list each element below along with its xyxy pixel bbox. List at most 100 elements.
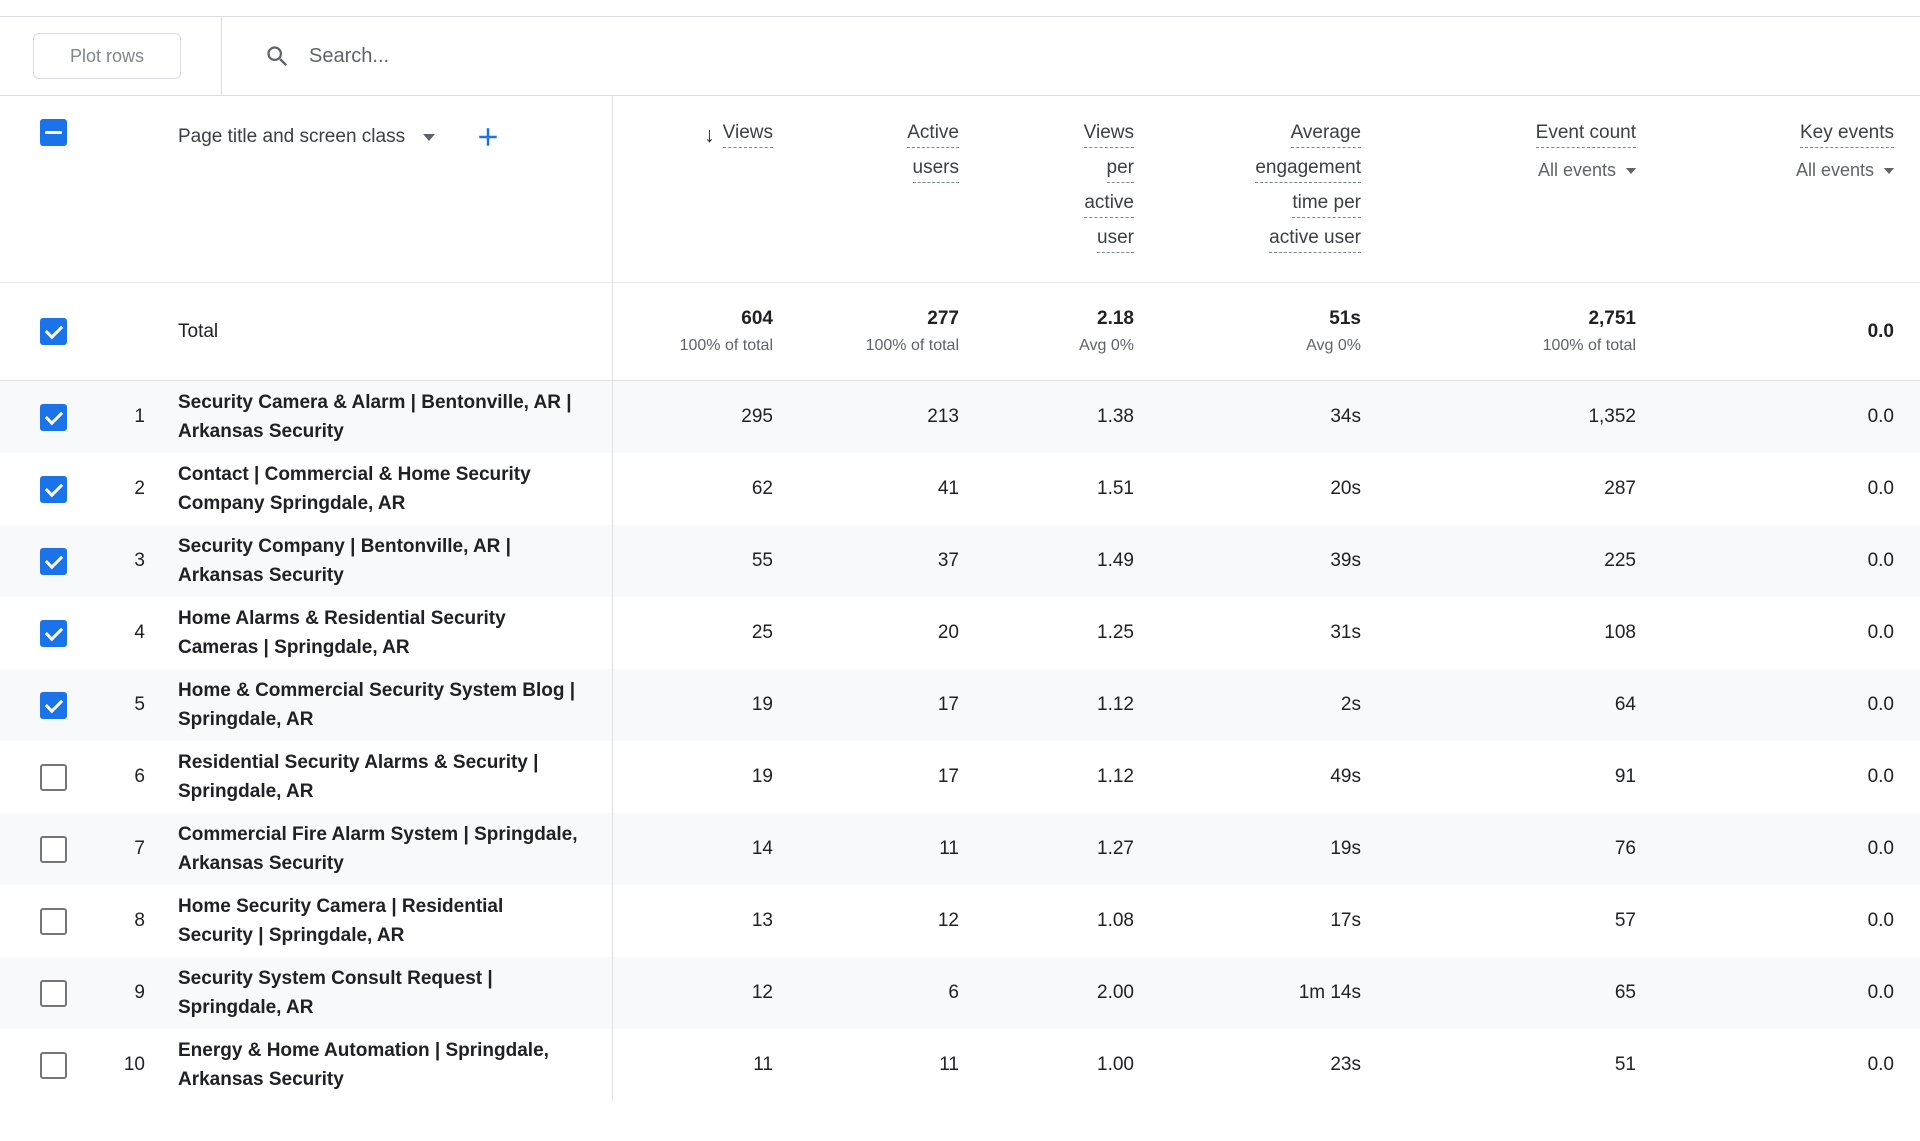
page-title[interactable]: Security Camera & Alarm | Bentonville, A… [178, 392, 572, 442]
metric-value: 1.08 [1097, 910, 1134, 931]
total-value: 51s [1329, 308, 1361, 329]
total-row-checkbox[interactable] [40, 318, 67, 345]
metric-value: 0.0 [1867, 982, 1894, 1003]
page-title[interactable]: Home & Commercial Security System Blog |… [178, 680, 576, 730]
column-header-event-count[interactable]: Event count All events [1361, 96, 1636, 282]
total-metric-cell: 277 100% of total [773, 283, 959, 380]
row-checkbox-cell [0, 669, 70, 741]
row-checkbox[interactable] [40, 763, 67, 791]
filter-label: All events [1795, 160, 1874, 180]
metric-value: 11 [939, 838, 959, 859]
metric-value: 225 [1604, 550, 1636, 571]
plot-rows-button[interactable]: Plot rows [33, 33, 182, 79]
row-checkbox[interactable] [40, 907, 67, 935]
column-header-active-users[interactable]: Active users [773, 96, 959, 282]
metric-value: 23s [1330, 1054, 1361, 1075]
metric-value: 213 [927, 406, 959, 427]
metric-value: 0.0 [1867, 766, 1894, 787]
row-title-cell: Contact | Commercial & Home Security Com… [145, 453, 613, 525]
column-header-views[interactable]: ↓ Views [613, 96, 773, 282]
column-header-label: Key events [1800, 122, 1894, 148]
table-body: 1 Security Camera & Alarm | Bentonville, … [0, 381, 1920, 1101]
row-title-cell: Energy & Home Automation | Springdale, A… [145, 1029, 613, 1101]
row-title-cell: Security Camera & Alarm | Bentonville, A… [145, 381, 613, 453]
page-title[interactable]: Residential Security Alarms & Security |… [178, 752, 539, 802]
metric-value: 14 [751, 838, 773, 859]
column-header-label: time per [1292, 192, 1361, 218]
metric-value: 295 [741, 406, 773, 427]
row-checkbox[interactable] [40, 835, 67, 863]
row-checkbox-cell [0, 381, 70, 453]
add-dimension-button[interactable] [473, 122, 503, 152]
metric-value: 0.0 [1867, 406, 1894, 427]
row-checkbox-cell [0, 741, 70, 813]
row-checkbox-cell [0, 813, 70, 885]
metric-value: 0.0 [1867, 550, 1894, 571]
total-value: 2.18 [1097, 308, 1134, 329]
row-checkbox[interactable] [40, 691, 67, 719]
page-title[interactable]: Home Security Camera | Residential Secur… [178, 896, 504, 946]
metric-value: 1,352 [1588, 406, 1636, 427]
metric-value: 39s [1330, 550, 1361, 571]
column-header-label: per [1106, 157, 1134, 183]
column-header-label: Event count [1535, 122, 1636, 148]
chevron-down-icon[interactable] [423, 133, 436, 141]
column-filter-key-events[interactable]: All events [1796, 160, 1894, 181]
row-checkbox[interactable] [40, 475, 67, 503]
page-title[interactable]: Home Alarms & Residential Security Camer… [178, 608, 506, 658]
page-title[interactable]: Commercial Fire Alarm System | Springdal… [178, 824, 578, 874]
metric-value: 6 [948, 982, 959, 1003]
metric-value: 19s [1330, 838, 1361, 859]
metric-value: 91 [1614, 766, 1636, 787]
column-header-key-events[interactable]: Key events All events [1636, 96, 1920, 282]
row-title-cell: Home & Commercial Security System Blog |… [145, 669, 613, 741]
metric-value: 64 [1614, 694, 1636, 715]
row-number: 1 [134, 406, 145, 427]
select-all-checkbox[interactable] [40, 119, 67, 146]
metric-value: 0.0 [1867, 478, 1894, 499]
row-checkbox[interactable] [40, 979, 67, 1007]
search-input[interactable] [307, 43, 868, 69]
metric-value: 34s [1330, 406, 1361, 427]
row-checkbox[interactable] [40, 1051, 67, 1079]
page-title[interactable]: Security Company | Bentonville, AR | Ark… [178, 536, 511, 586]
page-title[interactable]: Energy & Home Automation | Springdale, A… [178, 1040, 549, 1090]
dimension-selector[interactable]: Page title and screen class [178, 126, 406, 147]
sort-descending-icon: ↓ [704, 123, 715, 147]
metric-value: 1.38 [1097, 406, 1134, 427]
metric-value: 1.12 [1097, 766, 1134, 787]
page-title[interactable]: Security System Consult Request | Spring… [178, 968, 493, 1018]
row-number: 9 [134, 982, 145, 1003]
row-checkbox[interactable] [40, 403, 67, 431]
table-row: 10 Energy & Home Automation | Springdale,… [0, 1029, 1920, 1101]
table-row: 7 Commercial Fire Alarm System | Springda… [0, 813, 1920, 885]
column-header-label: Views [1083, 122, 1134, 148]
row-checkbox[interactable] [40, 619, 67, 647]
column-header-views-per-active-user[interactable]: Views per active user [959, 96, 1134, 282]
column-header-label: Active [907, 122, 959, 148]
row-number-header [70, 96, 145, 282]
metric-value: 57 [1614, 910, 1636, 931]
metric-value: 108 [1604, 622, 1636, 643]
column-header-label: user [1097, 227, 1134, 253]
metric-value: 13 [751, 910, 773, 931]
caret-down-icon [1884, 167, 1894, 174]
metric-value: 19 [751, 694, 773, 715]
metric-value: 1.49 [1097, 550, 1134, 571]
total-metric-cell: 0.0 [1636, 283, 1920, 380]
metric-value: 11 [939, 1054, 959, 1075]
toolbar-divider [221, 17, 223, 95]
metric-value: 2.00 [1097, 982, 1134, 1003]
column-filter-event-count[interactable]: All events [1538, 160, 1636, 181]
column-header-average-engagement-time-per-active-user[interactable]: Average engagement time per active user [1134, 96, 1361, 282]
row-title-cell: Commercial Fire Alarm System | Springdal… [145, 813, 613, 885]
total-metric-cell: 2,751 100% of total [1361, 283, 1636, 380]
metric-value: 17 [937, 766, 959, 787]
page-title[interactable]: Contact | Commercial & Home Security Com… [178, 464, 531, 514]
row-checkbox-cell [0, 525, 70, 597]
metric-value: 19 [751, 766, 773, 787]
row-number: 4 [134, 622, 145, 643]
total-value: 604 [741, 308, 773, 329]
row-checkbox[interactable] [40, 547, 67, 575]
metric-value: 0.0 [1867, 1054, 1894, 1075]
